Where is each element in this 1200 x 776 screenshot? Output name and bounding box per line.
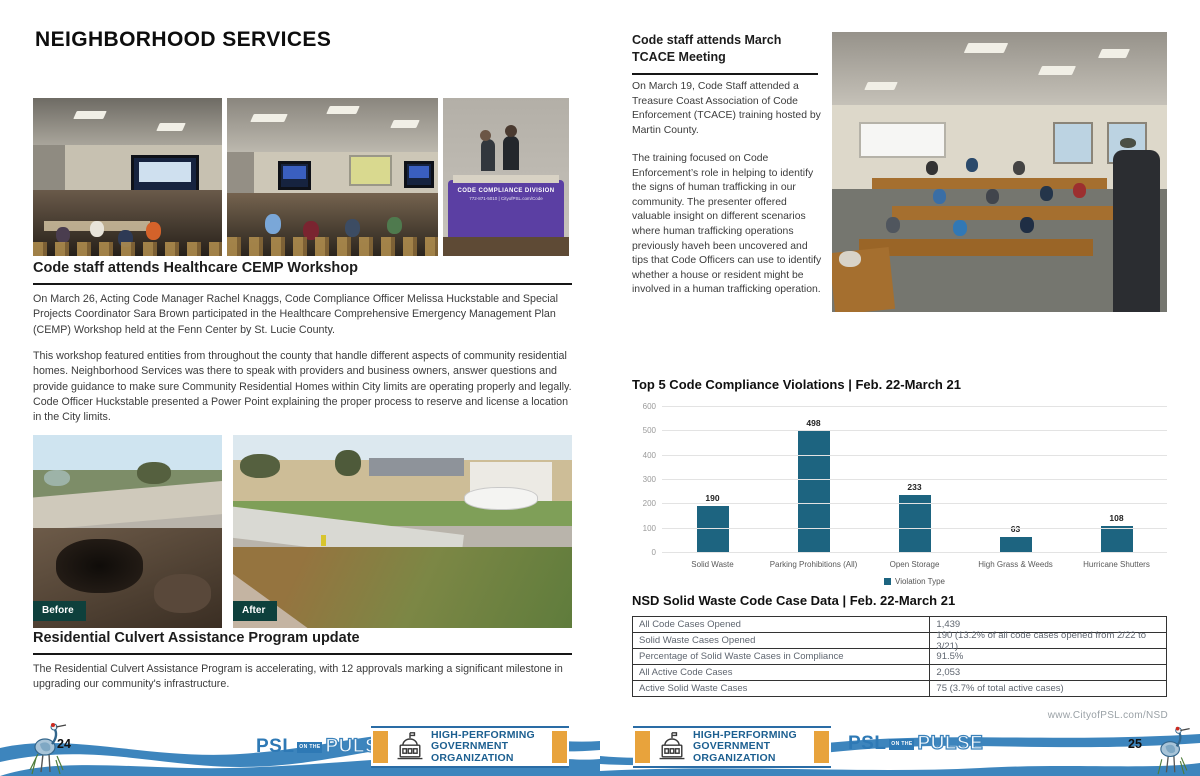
paragraph-cemp-1: On March 26, Acting Code Manager Rachel … (33, 293, 558, 336)
photo-tcace-meeting (832, 32, 1167, 312)
psl-pulse-logo-right: PSL ON THE PULSE (848, 732, 984, 755)
booth-table-banner: CODE COMPLIANCE DIVISION 772-871-5010 | … (448, 180, 564, 238)
pulse-text: PULSE (917, 732, 984, 754)
chart-category-label: High Grass & Weeds (978, 560, 1053, 569)
chart-gridline (662, 430, 1167, 432)
badge-line-2: GOVERNMENT (431, 740, 509, 753)
photo-culvert-before: Before (33, 435, 222, 628)
after-badge: After (233, 601, 278, 621)
booth-banner-subtitle: 772-871-5010 | CityofPSL.com/Code (469, 196, 543, 202)
chart-bar-value: 190 (705, 493, 720, 503)
high-performing-badge-left: HIGH-PERFORMING GOVERNMENT ORGANIZATION (371, 726, 569, 768)
badge-line-2: GOVERNMENT (693, 740, 771, 753)
high-performing-badge-right: HIGH-PERFORMING GOVERNMENT ORGANIZATION (633, 726, 831, 768)
violations-bar-chart: 190 498 233 63 108 Solid Waste Parking Prohib… (632, 398, 1168, 590)
chart-y-tick-label: 0 (651, 548, 656, 557)
section-heading-culvert: Residential Culvert Assistance Program u… (33, 630, 572, 655)
chart-y-tick-label: 500 (642, 426, 656, 436)
chart-gridline (662, 527, 1167, 529)
chart-bar (898, 495, 931, 552)
table-cell-value: 190 (13.2% of all code cases opened from… (936, 629, 1147, 652)
badge-line-1: HIGH-PERFORMING (693, 728, 797, 741)
legend-swatch (884, 578, 892, 585)
chart-y-tick-label: 300 (642, 475, 656, 484)
paragraph-tcace-2: The training focused on Code Enforcement… (632, 153, 822, 296)
chart-category-label: Solid Waste (691, 560, 734, 569)
solid-waste-data-table: All Code Cases Opened 1,439 Solid Waste Ca… (632, 616, 1167, 697)
table-cell-label: Solid Waste Cases Opened (633, 633, 931, 648)
paragraph-cemp-2: This workshop featured entities from thr… (33, 350, 572, 424)
table-cell-label: All Active Code Cases (633, 665, 931, 680)
chart-bar (1100, 526, 1133, 552)
table-row: All Active Code Cases 2,053 (633, 665, 1166, 681)
badge-text: HIGH-PERFORMING GOVERNMENT ORGANIZATION (427, 728, 550, 765)
chart-bar-value: 498 (806, 418, 821, 428)
photo-culvert-after: After (233, 435, 572, 628)
page-number-left: 24 (57, 737, 71, 751)
chart-y-tick-label: 200 (642, 499, 656, 509)
capitol-icon (659, 732, 685, 760)
table-cell-value: 75 (3.7% of total active cases) (936, 683, 1064, 694)
chart-y-tick-label: 100 (642, 523, 656, 533)
table-row: All Code Cases Opened 1,439 (633, 617, 1166, 633)
chart-bar-value: 233 (907, 482, 922, 492)
table-title: NSD Solid Waste Code Case Data | Feb. 22… (632, 593, 956, 608)
badge-line-3: ORGANIZATION (693, 751, 776, 764)
table-cell-label: All Code Cases Opened (633, 617, 931, 632)
chart-bar-value: 63 (1010, 524, 1021, 534)
photo-cemp-workshop-2 (227, 98, 438, 256)
chart-category-label: Open Storage (889, 560, 940, 569)
chart-y-tick-label: 400 (642, 450, 656, 460)
table-cell-value: 91.5% (936, 651, 964, 662)
badge-line-1: HIGH-PERFORMING (431, 728, 535, 741)
table-row: Active Solid Waste Cases 75 (3.7% of tota… (633, 681, 1166, 697)
paragraph-tcace-1: On March 19, Code Staff attended a Treas… (632, 81, 821, 136)
chart-x-axis-labels: Solid Waste Parking Prohibitions (All) Ope… (662, 560, 1167, 569)
chart-y-tick-label: 600 (642, 402, 656, 411)
psl-text: PSL (848, 733, 887, 754)
badge-line-3: ORGANIZATION (431, 751, 514, 764)
on-the-text: ON THE (889, 738, 915, 750)
paragraph-culvert: The Residential Culvert Assistance Progr… (33, 663, 563, 691)
table-row: Solid Waste Cases Opened 190 (13.2% of al… (633, 629, 1166, 652)
chart-gridline (662, 479, 1167, 480)
table-cell-label: Percentage of Solid Waste Cases in Compl… (633, 649, 931, 664)
crane-icon (29, 723, 67, 775)
table-cell-value: 1,439 (936, 619, 961, 630)
crane-icon (1157, 726, 1190, 775)
legend-label: Violation Type (895, 577, 945, 586)
before-badge: Before (33, 601, 86, 621)
chart-gridline (662, 454, 1167, 456)
table-row: Percentage of Solid Waste Cases in Compl… (633, 649, 1166, 665)
on-the-text: ON THE (297, 741, 323, 753)
chart-gridline (662, 503, 1167, 505)
chart-gridline (662, 406, 1167, 407)
psl-text: PSL (256, 736, 295, 757)
table-cell-value: 2,053 (936, 667, 961, 678)
chart-gridline (662, 552, 1167, 553)
chart-category-label: Hurricane Shutters (1083, 560, 1150, 569)
table-cell-label: Active Solid Waste Cases (633, 681, 931, 696)
website-link[interactable]: www.CityofPSL.com/NSD (1047, 710, 1168, 721)
chart-legend: Violation Type (662, 577, 1167, 586)
chart-title: Top 5 Code Compliance Violations | Feb. … (632, 377, 961, 392)
section-heading-tcace: Code staff attends March TCACE Meeting (632, 32, 818, 75)
chart-bar-value: 108 (1109, 513, 1124, 523)
page-number-right: 25 (1128, 737, 1142, 751)
booth-banner-title: CODE COMPLIANCE DIVISION (457, 188, 555, 195)
page-title: NEIGHBORHOOD SERVICES (35, 28, 332, 51)
section-heading-cemp: Code staff attends Healthcare CEMP Works… (33, 260, 572, 285)
chart-bar (999, 537, 1032, 552)
photo-code-compliance-booth: CODE COMPLIANCE DIVISION 772-871-5010 | … (443, 98, 569, 256)
photo-cemp-workshop-1 (33, 98, 222, 256)
chart-category-label: Parking Prohibitions (All) (769, 560, 858, 569)
badge-text: HIGH-PERFORMING GOVERNMENT ORGANIZATION (689, 728, 812, 765)
capitol-icon (397, 732, 423, 760)
chart-bar (797, 431, 830, 552)
chart-bar (696, 506, 729, 552)
